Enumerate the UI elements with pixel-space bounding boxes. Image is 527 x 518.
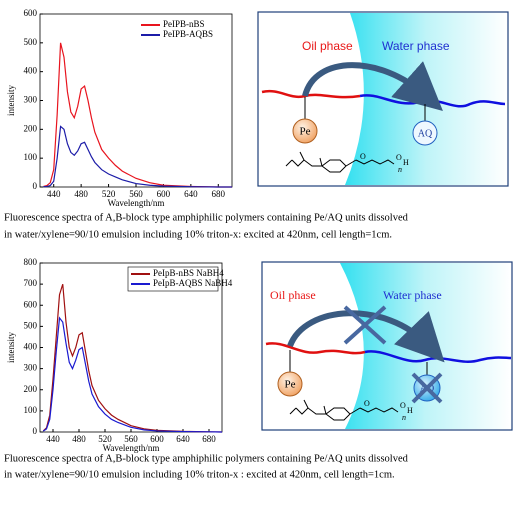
caption: in water/xylene=90/10 emulsion including… xyxy=(4,229,392,240)
blocked-mark xyxy=(343,305,387,345)
y-tick-label: 0 xyxy=(33,426,38,436)
x-tick-label: 600 xyxy=(150,434,164,444)
x-tick-label: 520 xyxy=(102,189,116,199)
oil-label: Oil phase xyxy=(270,288,316,302)
y-tick-label: 700 xyxy=(24,278,38,288)
y-tick-label: 0 xyxy=(33,181,38,191)
water-label: Water phase xyxy=(382,39,450,53)
atom-label: O xyxy=(364,399,370,408)
x-tick-label: 680 xyxy=(212,189,226,199)
oil-label: Oil phase xyxy=(302,39,353,53)
legend-label: PeIpB-AQBS NaBH4 xyxy=(153,278,233,288)
x-axis-label: Wavelength/nm xyxy=(103,443,160,453)
structure xyxy=(285,151,395,173)
donor-label: Pe xyxy=(300,126,311,138)
y-tick-label: 100 xyxy=(24,405,38,415)
series-line xyxy=(43,42,232,188)
y-tick-label: 300 xyxy=(24,95,38,105)
y-tick-label: 600 xyxy=(24,299,38,309)
diagram: Oil phase Water phase Pe AQ O O H n xyxy=(257,11,509,187)
x-tick-label: 520 xyxy=(98,434,112,444)
donor-circle xyxy=(292,118,318,144)
water-label: Water phase xyxy=(383,288,442,302)
y-tick-label: 100 xyxy=(24,152,38,162)
caption: Fluorescence spectra of A,B-block type a… xyxy=(4,453,409,464)
atom-label: O xyxy=(360,152,366,161)
x-tick-label: 440 xyxy=(46,434,60,444)
y-tick-label: 500 xyxy=(24,37,38,47)
y-tick-label: 200 xyxy=(24,384,38,394)
y-axis-label: intensity xyxy=(6,332,16,363)
y-tick-label: 600 xyxy=(24,8,38,18)
transfer-arrow xyxy=(302,61,443,111)
series-line xyxy=(43,125,232,188)
repeat-label: n xyxy=(398,165,402,174)
caption: Fluorescence spectra of A,B-block type a… xyxy=(4,212,409,223)
y-tick-label: 200 xyxy=(24,123,38,133)
atom-label: O xyxy=(400,401,406,410)
transfer-arrow xyxy=(287,310,445,363)
y-tick-label: 300 xyxy=(24,363,38,373)
x-tick-label: 560 xyxy=(129,189,143,199)
atom-label: H xyxy=(403,158,409,167)
acceptor-circle xyxy=(412,120,438,146)
series-line xyxy=(42,316,223,433)
x-tick-label: 480 xyxy=(72,434,86,444)
x-tick-label: 480 xyxy=(74,189,88,199)
acceptor-label: AQ xyxy=(418,128,433,139)
water-chain xyxy=(364,350,512,363)
x-tick-label: 640 xyxy=(184,189,198,199)
y-tick-label: 500 xyxy=(24,320,38,330)
legend-label: PeIPB-AQBS xyxy=(163,29,213,39)
atom-label: H xyxy=(407,406,413,415)
legend-label: PeIpB-nBS NaBH4 xyxy=(153,268,224,278)
repeat-label: n xyxy=(402,413,406,422)
oil-chain xyxy=(265,342,366,355)
donor-circle xyxy=(277,371,303,397)
y-tick-label: 400 xyxy=(24,342,38,352)
blocked-mark xyxy=(411,372,443,404)
atom-label: O xyxy=(396,153,402,162)
x-tick-label: 560 xyxy=(124,434,138,444)
y-tick-label: 800 xyxy=(24,257,38,267)
x-axis-label: Wavelength/nm xyxy=(108,198,165,208)
caption: in water/xylene=90/10 emulsion including… xyxy=(4,469,395,480)
legend-box xyxy=(127,266,219,292)
water-chain xyxy=(359,94,506,108)
structure xyxy=(289,399,399,421)
legend-label: PeIPB-nBS xyxy=(163,19,205,29)
y-axis-label: intensity xyxy=(6,85,16,116)
y-tick-label: 400 xyxy=(24,66,38,76)
x-tick-label: 680 xyxy=(202,434,216,444)
x-tick-label: 600 xyxy=(157,189,171,199)
x-tick-label: 440 xyxy=(47,189,61,199)
donor-label: Pe xyxy=(285,379,296,391)
series-line xyxy=(42,283,223,433)
diagram: Oil phase Water phase Pe AQ O O H n xyxy=(261,261,513,431)
x-tick-label: 640 xyxy=(176,434,190,444)
